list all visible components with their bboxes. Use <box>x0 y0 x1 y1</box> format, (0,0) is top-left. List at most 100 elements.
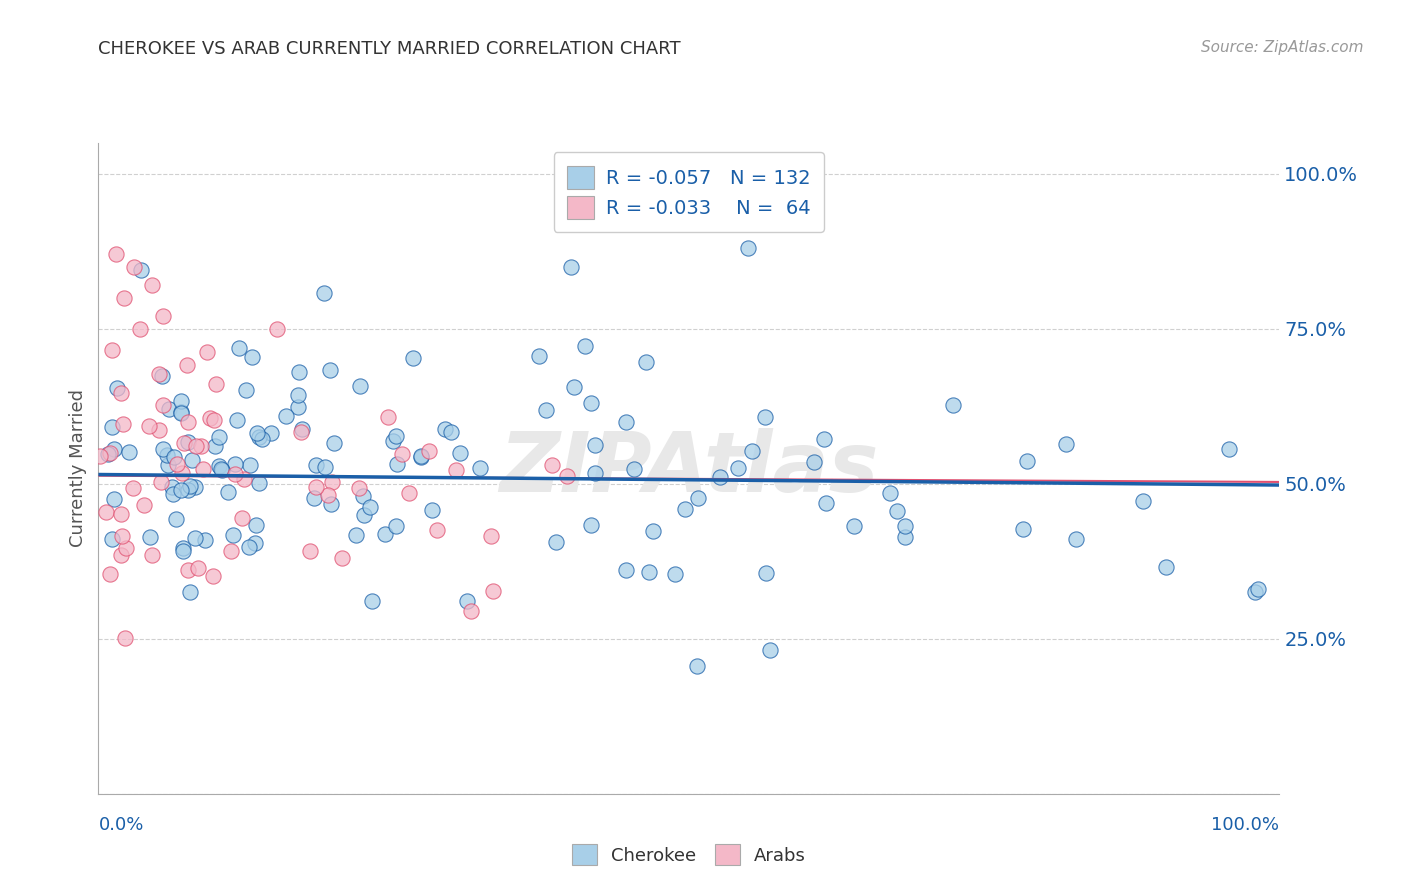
Point <box>449 446 471 460</box>
Point <box>562 380 585 394</box>
Point <box>128 322 150 336</box>
Point <box>741 443 763 458</box>
Point <box>385 519 408 533</box>
Point <box>224 467 246 482</box>
Point <box>314 460 336 475</box>
Point <box>299 544 322 558</box>
Point <box>156 458 179 472</box>
Point <box>534 403 557 417</box>
Point <box>170 405 193 419</box>
Point <box>323 436 346 450</box>
Point <box>110 529 132 543</box>
Point <box>1011 522 1033 536</box>
Point <box>673 502 696 516</box>
Point <box>686 659 709 673</box>
Legend: Cherokee, Arabs: Cherokee, Arabs <box>562 835 815 874</box>
Point <box>217 484 239 499</box>
Point <box>377 410 399 425</box>
Point <box>583 438 606 452</box>
Point <box>1247 582 1270 596</box>
Point <box>101 420 124 434</box>
Point <box>433 422 456 436</box>
Point <box>105 381 128 395</box>
Point <box>727 461 749 475</box>
Point <box>754 409 776 424</box>
Point <box>398 486 420 500</box>
Point <box>259 426 281 441</box>
Point <box>555 469 578 483</box>
Point <box>614 416 637 430</box>
Point <box>460 604 482 618</box>
Point <box>198 411 221 425</box>
Point <box>228 341 250 355</box>
Point <box>139 530 162 544</box>
Point <box>205 376 228 391</box>
Point <box>1154 560 1177 574</box>
Point <box>129 262 152 277</box>
Point <box>112 291 135 305</box>
Point <box>173 436 195 450</box>
Point <box>1243 584 1265 599</box>
Point <box>187 560 209 574</box>
Point <box>638 565 661 579</box>
Point <box>321 475 343 489</box>
Point <box>418 444 440 458</box>
Point <box>179 585 201 599</box>
Point <box>468 461 491 475</box>
Point <box>101 343 124 357</box>
Point <box>321 497 343 511</box>
Point <box>440 425 463 440</box>
Point <box>246 425 269 440</box>
Point <box>266 321 288 335</box>
Point <box>224 457 246 471</box>
Point <box>894 530 917 544</box>
Point <box>172 544 194 558</box>
Point <box>191 461 214 475</box>
Point <box>411 450 433 464</box>
Point <box>152 399 174 413</box>
Point <box>122 481 145 495</box>
Point <box>302 491 325 506</box>
Point <box>242 350 264 364</box>
Point <box>374 526 396 541</box>
Point <box>176 358 198 372</box>
Point <box>1064 533 1087 547</box>
Point <box>344 528 367 542</box>
Point <box>103 492 125 507</box>
Point <box>842 519 865 533</box>
Point <box>402 351 425 365</box>
Point <box>179 479 201 493</box>
Point <box>250 432 273 446</box>
Point <box>160 480 183 494</box>
Point <box>152 310 174 324</box>
Point <box>737 241 759 255</box>
Point <box>288 365 311 379</box>
Point <box>879 485 901 500</box>
Point <box>359 500 381 515</box>
Point <box>274 409 297 423</box>
Point <box>426 523 449 537</box>
Point <box>527 350 550 364</box>
Point <box>352 489 374 503</box>
Point <box>583 466 606 480</box>
Point <box>105 247 128 261</box>
Point <box>1054 437 1077 451</box>
Point <box>190 439 212 453</box>
Point <box>235 383 257 397</box>
Point <box>641 524 664 539</box>
Point <box>544 534 567 549</box>
Point <box>170 483 193 497</box>
Point <box>94 505 117 519</box>
Point <box>193 533 215 547</box>
Point <box>232 472 254 486</box>
Point <box>177 434 200 449</box>
Point <box>169 406 191 420</box>
Point <box>170 394 193 409</box>
Point <box>803 455 825 469</box>
Point <box>202 568 225 582</box>
Point <box>444 463 467 477</box>
Point <box>177 564 200 578</box>
Legend: R = -0.057   N = 132, R = -0.033    N =  64: R = -0.057 N = 132, R = -0.033 N = 64 <box>554 153 824 232</box>
Point <box>156 448 179 462</box>
Point <box>165 511 187 525</box>
